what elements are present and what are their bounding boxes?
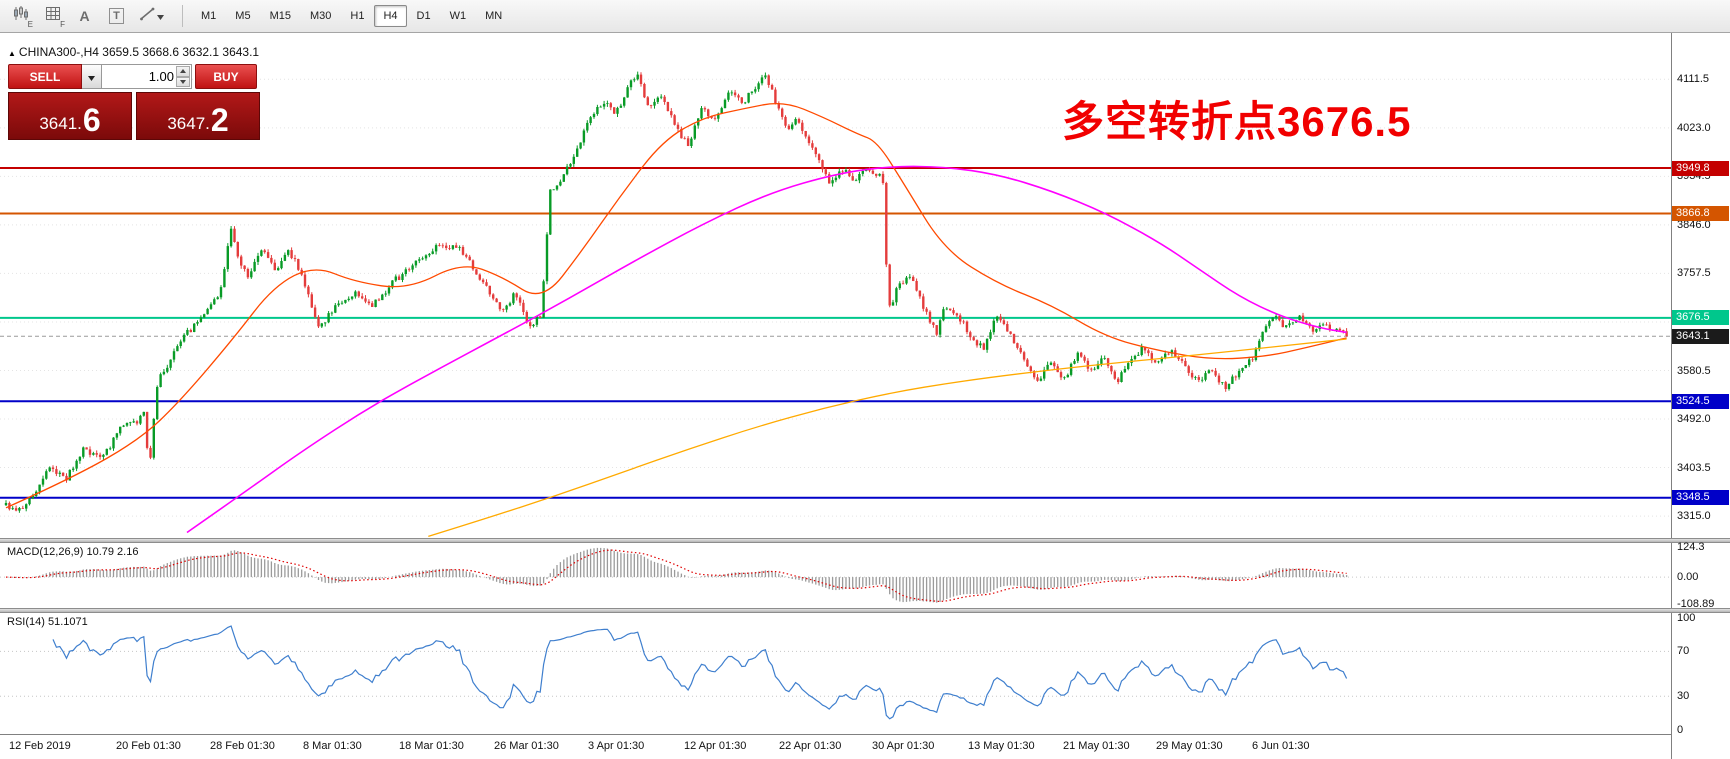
level-tag-3866.8: 3866.8 [1672,206,1729,221]
time-axis-label: 6 Jun 01:30 [1252,740,1310,752]
toolbar-divider [182,5,183,27]
bid-price-main: 3641. [39,114,82,134]
price-axis-tick: 3315.0 [1677,510,1711,523]
time-axis-label: 18 Mar 01:30 [399,740,464,752]
rsi-axis-tick: 70 [1677,645,1690,658]
chart-candles-icon [13,6,29,26]
macd-axis-tick: 0.00 [1677,571,1699,584]
chart-style-button[interactable]: E [6,3,35,29]
one-click-trade-panel: SELL BUY 3641. 6 3647. 2 [8,64,260,140]
ask-price-main: 3647. [167,114,210,134]
price-axis-tick: 4111.5 [1677,73,1710,86]
time-axis-label: 12 Feb 2019 [9,740,71,752]
price-axis-tick: 3492.0 [1677,413,1711,425]
tool-badge: F [60,20,65,29]
timeframe-button-MN[interactable]: MN [485,10,503,22]
timeframe-button-M15[interactable]: M15 [269,10,291,22]
timeframe-button-D1[interactable]: D1 [416,10,431,22]
volume-field [102,64,192,89]
dropdown-caret-icon [88,68,95,86]
time-axis-label: 12 Apr 01:30 [684,740,747,752]
volume-decrease-button[interactable] [176,76,190,87]
macd-pane[interactable] [0,543,1671,608]
timeframe-button-H4[interactable]: H4 [374,5,407,27]
time-axis-label: 3 Apr 01:30 [588,740,645,752]
ask-price-big-digit: 2 [210,101,229,138]
arrow-up-icon [180,69,186,74]
tool-badge: E [27,20,33,29]
textbox-tool-icon: T [109,8,124,24]
level-tag-3643.1: 3643.1 [1672,328,1729,344]
level-tag-3949.8: 3949.8 [1672,160,1729,176]
time-axis-label: 29 May 01:30 [1156,740,1223,752]
rsi-indicator-label: RSI(14) 51.1071 [7,616,88,628]
sell-button[interactable]: SELL [8,64,82,89]
ask-price-display: 3647. 2 [136,92,260,140]
time-axis-label: 8 Mar 01:30 [303,740,362,752]
macd-axis-tick: 124.3 [1677,541,1705,553]
ohlc-marker-icon: ▲ [8,49,16,58]
toolbar: E F A T [0,0,1730,33]
grid-button[interactable]: F [38,3,67,29]
price-axis-tick: 3580.5 [1677,364,1711,377]
macd-axis-tick: -108.89 [1677,597,1715,610]
timeframe-button-W1[interactable]: W1 [449,10,467,22]
timeframe-button-H1[interactable]: H1 [350,10,365,22]
annotation-text[interactable]: 多空转折点3676.5 [1062,98,1412,145]
pane-separator[interactable] [0,608,1730,613]
textbox-tool-button[interactable]: T [102,3,131,29]
text-tool-button[interactable]: A [70,3,99,29]
time-axis-label: 22 Apr 01:30 [779,740,842,752]
price-axis-tick: 3403.5 [1677,461,1711,474]
time-axis-label: 30 Apr 01:30 [872,740,935,752]
symbol-ohlc-text: CHINA300-,H4 3659.5 3668.6 3632.1 3643.1 [18,45,260,59]
draw-tools-icon [140,7,155,26]
macd-indicator-label: MACD(12,26,9) 10.79 2.16 [7,546,139,558]
arrow-down-icon [180,79,186,84]
timeframe-button-M5[interactable]: M5 [235,10,251,22]
dropdown-caret-icon [157,7,164,25]
volume-stepper [176,66,190,87]
time-axis-label: 26 Mar 01:30 [494,740,559,752]
rsi-axis-tick: 0 [1677,723,1684,736]
time-axis-label: 20 Feb 01:30 [116,740,181,752]
level-tag-3676.5: 3676.5 [1672,310,1729,326]
level-tag-3348.5: 3348.5 [1672,490,1729,506]
buy-button[interactable]: BUY [195,64,257,89]
draw-tools-button[interactable] [134,3,170,29]
grid-icon [45,7,60,25]
price-axis-tick: 3846.0 [1677,218,1711,231]
timeframe-group: M1 M5 M15 M30 H1 H4 D1 W1 MN [192,5,512,27]
bid-price-display: 3641. 6 [8,92,132,140]
time-axis-label: 21 May 01:30 [1063,740,1130,752]
main-chart-pane[interactable] [0,33,1671,538]
time-axis[interactable]: 12 Feb 2019 20 Feb 01:30 28 Feb 01:30 8 Mar… [0,734,1671,759]
bid-price-big-digit: 6 [82,101,101,138]
volume-increase-button[interactable] [176,66,190,77]
rsi-axis-tick: 30 [1677,690,1690,703]
volume-input[interactable] [102,65,191,88]
pane-separator[interactable] [0,538,1730,543]
trade-panel-dropdown-button[interactable] [82,64,102,89]
time-axis-label: 28 Feb 01:30 [210,740,275,752]
symbol-info: ▲ CHINA300-,H4 3659.5 3668.6 3632.1 3643.… [8,45,259,59]
price-axis-tick: 3757.5 [1677,267,1711,280]
level-tag-3524.5: 3524.5 [1672,393,1729,409]
price-axis-tick: 4023.0 [1677,121,1711,134]
timeframe-button-M1[interactable]: M1 [201,10,217,22]
timeframe-button-M30[interactable]: M30 [309,10,332,22]
rsi-pane[interactable] [0,613,1671,734]
text-tool-icon: A [79,8,90,24]
time-axis-label: 13 May 01:30 [968,740,1035,752]
rsi-axis-tick: 100 [1677,611,1696,624]
